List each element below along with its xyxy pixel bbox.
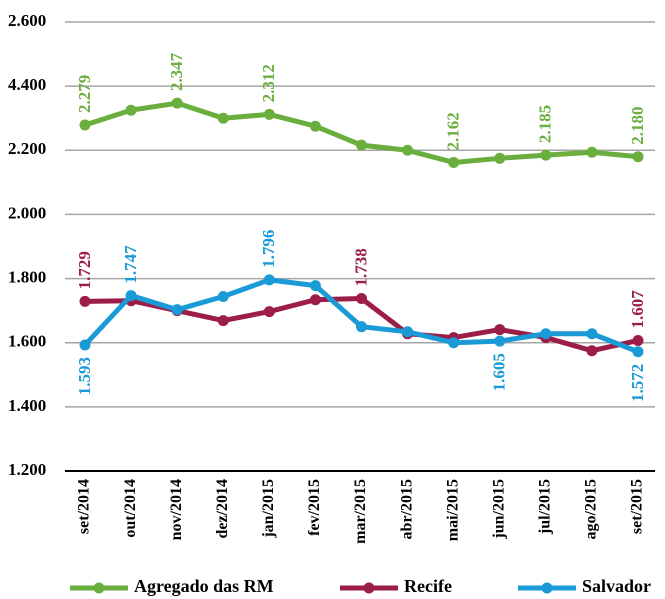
x-tick-label: nov/2014	[168, 479, 185, 540]
x-tick-label: jun/2015	[490, 479, 507, 540]
y-tick-label: 1.600	[8, 332, 46, 351]
y-tick-label: 1.400	[8, 396, 46, 415]
data-label: 1.738	[351, 248, 370, 286]
point	[402, 326, 414, 338]
data-label: 1.729	[75, 251, 94, 289]
x-tick-label: fev/2015	[306, 479, 323, 536]
point	[540, 149, 552, 161]
point	[263, 274, 275, 286]
data-label: 1.747	[121, 245, 140, 284]
x-tick-label: dez/2014	[214, 479, 231, 539]
point	[125, 104, 137, 116]
data-label: 2.185	[536, 105, 555, 143]
x-tick-label: set/2015	[629, 479, 646, 534]
point	[79, 339, 91, 351]
point	[171, 97, 183, 109]
x-tick-label: set/2014	[76, 479, 93, 534]
y-tick-label: 1.200	[8, 460, 46, 479]
x-tick-label: jul/2015	[537, 479, 554, 535]
point	[448, 337, 460, 349]
legend-label: Salvador	[582, 576, 651, 596]
point	[263, 108, 275, 120]
point	[356, 292, 367, 304]
x-tick-label: mar/2015	[352, 479, 369, 544]
point	[217, 291, 229, 303]
legend-marker	[541, 582, 553, 594]
point	[586, 328, 598, 340]
point	[356, 321, 367, 333]
y-tick-label: 2.000	[8, 203, 46, 222]
data-label: 1.605	[490, 353, 509, 391]
point	[263, 306, 275, 318]
point	[402, 144, 414, 156]
point	[448, 156, 460, 168]
point	[125, 290, 137, 302]
data-label: 2.180	[628, 106, 647, 144]
data-label: 2.312	[259, 64, 278, 102]
y-tick-label: 2.600	[8, 11, 46, 30]
point	[632, 334, 644, 346]
point	[309, 294, 321, 306]
data-label: 1.593	[75, 357, 94, 395]
point	[494, 324, 506, 336]
point	[586, 345, 598, 357]
x-tick-label: abr/2015	[398, 479, 415, 539]
point	[217, 315, 229, 327]
y-tick-label: 1.800	[8, 267, 46, 286]
data-label: 1.796	[259, 230, 278, 268]
data-label: 2.347	[167, 52, 186, 91]
x-tick-label: mai/2015	[444, 479, 461, 541]
y-tick-label: 2.200	[8, 139, 46, 158]
x-tick-label: jan/2015	[260, 479, 277, 539]
point	[79, 295, 91, 307]
point	[309, 120, 321, 132]
data-label: 1.572	[628, 364, 647, 402]
legend-label: Recife	[404, 576, 452, 596]
x-tick-label: ago/2015	[583, 479, 600, 539]
point	[356, 139, 367, 151]
point	[309, 280, 321, 292]
line	[84, 100, 639, 165]
data-label: 2.279	[75, 75, 94, 113]
y-tick-label: 4.400	[8, 75, 46, 94]
point	[540, 328, 552, 340]
point	[632, 346, 644, 358]
data-label: 2.162	[444, 112, 463, 150]
point	[171, 304, 183, 316]
legend-marker	[93, 582, 105, 594]
point	[586, 146, 598, 158]
data-label: 1.607	[628, 290, 647, 329]
point	[632, 151, 644, 163]
legend-label: Agregado das RM	[134, 576, 274, 596]
point	[494, 152, 506, 164]
x-tick-label: out/2014	[122, 479, 139, 538]
point	[217, 112, 229, 124]
point	[494, 335, 506, 347]
legend-marker	[363, 582, 375, 594]
point	[79, 119, 91, 131]
